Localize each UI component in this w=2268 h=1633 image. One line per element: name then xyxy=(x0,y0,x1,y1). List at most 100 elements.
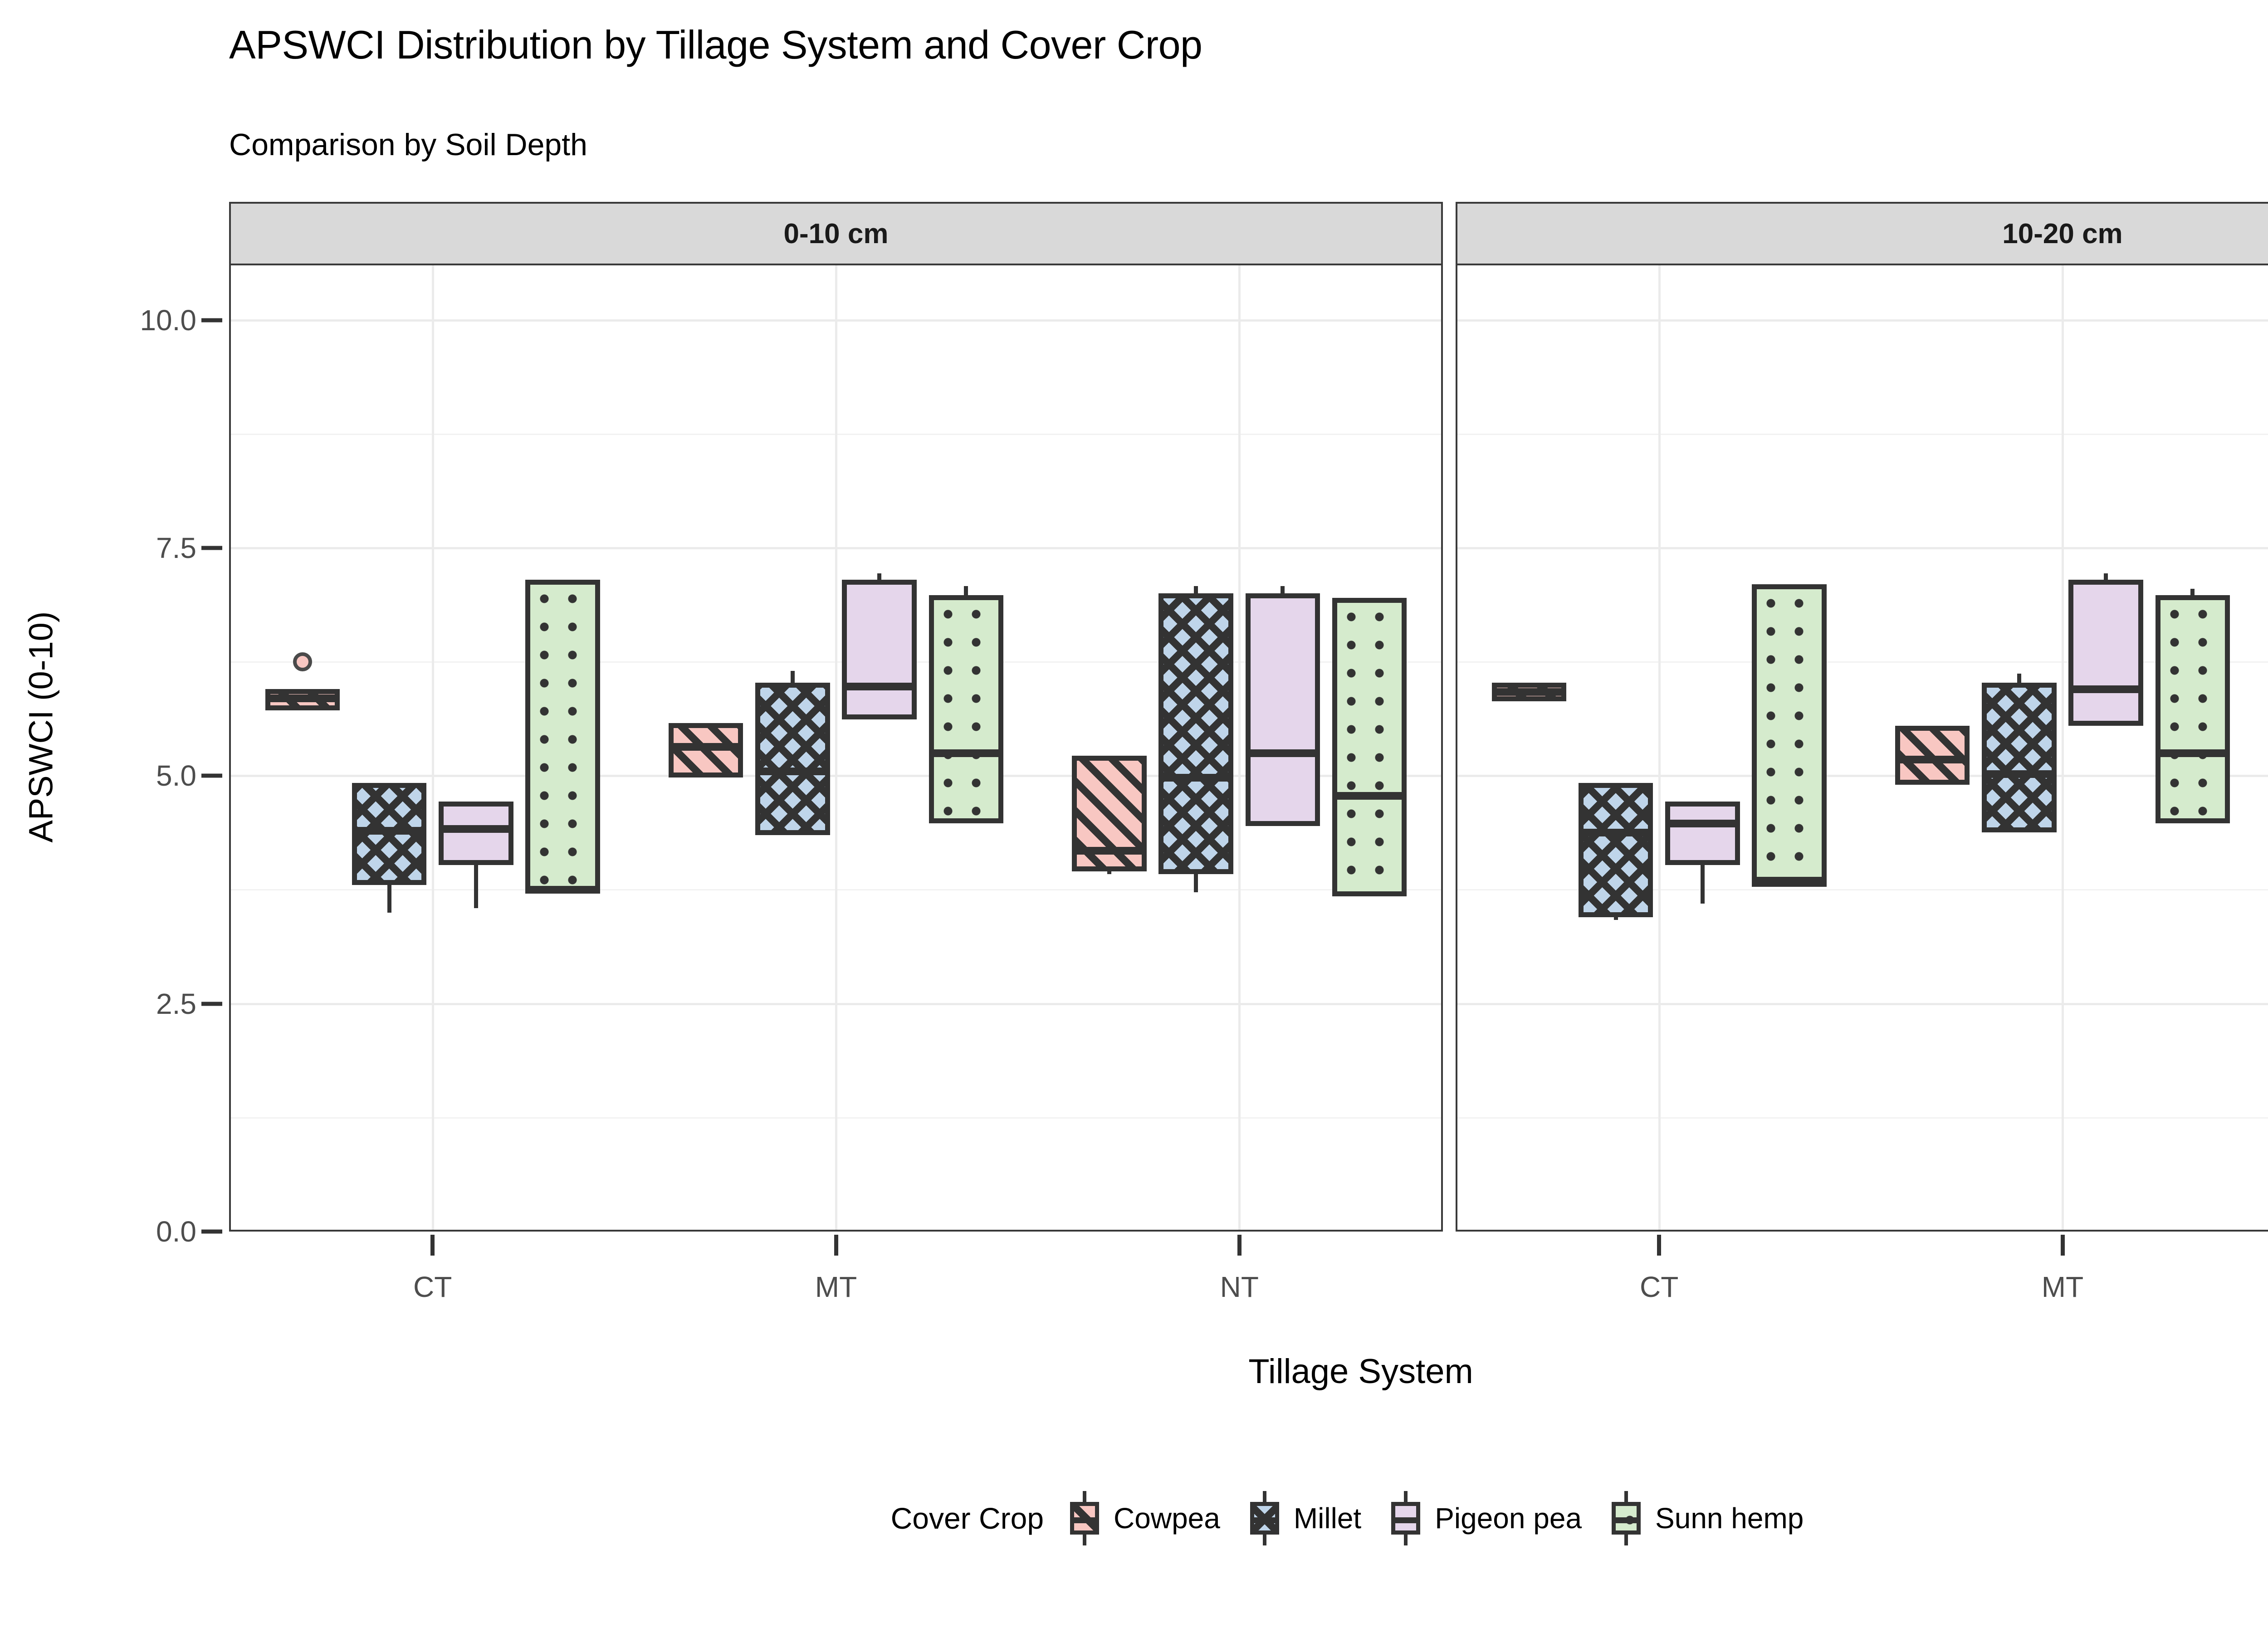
legend-key-swatch xyxy=(1388,1491,1423,1545)
boxplot-cowpea[interactable] xyxy=(1457,265,2268,1230)
median-line xyxy=(1072,847,1147,855)
x-axis-label: Tillage System xyxy=(1248,1352,1473,1391)
facet-panel-10-20cm: 10-20 cm xyxy=(1456,202,2268,1232)
gridline-major xyxy=(1457,319,2268,322)
box-iqr xyxy=(1332,598,1407,896)
boxplot-millet[interactable] xyxy=(1457,265,2268,1230)
whisker-line xyxy=(1787,584,1791,887)
box-iqr xyxy=(1665,801,1740,865)
facet-strip-text: 10-20 cm xyxy=(2002,218,2123,249)
boxplot-cowpea[interactable] xyxy=(1457,265,2268,1230)
median-line xyxy=(842,683,917,691)
legend-label: Millet xyxy=(1293,1502,1362,1535)
whisker-line xyxy=(387,783,391,913)
x-tick-mark xyxy=(1657,1235,1662,1256)
box-iqr xyxy=(1072,756,1147,872)
legend-whisker-bottom xyxy=(1624,1534,1628,1545)
whisker-line xyxy=(2104,573,2108,726)
legend-key-swatch xyxy=(1247,1491,1282,1545)
legend-median xyxy=(1250,1517,1279,1523)
median-line xyxy=(1752,877,1827,885)
box-iqr xyxy=(2155,595,2230,823)
whisker-line xyxy=(560,580,565,893)
facet-strip-label: 10-20 cm xyxy=(1456,202,2268,265)
whisker-line xyxy=(1107,756,1112,875)
legend-whisker-bottom xyxy=(1262,1534,1266,1545)
y-tick-label-5.0: 5.0 xyxy=(156,759,196,792)
legend-label: Cowpea xyxy=(1114,1502,1220,1535)
boxplot-cowpea[interactable] xyxy=(1457,265,2268,1230)
median-line xyxy=(755,768,830,776)
median-line xyxy=(265,694,340,703)
legend-item-cowpea[interactable]: Cowpea xyxy=(1067,1491,1220,1545)
y-tick-mark xyxy=(201,318,222,323)
whisker-line xyxy=(1527,683,1531,701)
gridline-major xyxy=(1457,1231,2268,1232)
boxplot-pigeon-pea[interactable] xyxy=(1457,265,2268,1230)
box-iqr xyxy=(1982,683,2057,832)
gridline-vertical xyxy=(1238,265,1241,1230)
legend-median xyxy=(1612,1517,1641,1523)
box-iqr xyxy=(929,595,1004,823)
whisker-line xyxy=(474,801,478,908)
boxplot-pigeon-pea[interactable] xyxy=(1457,265,2268,1230)
legend-whisker-top xyxy=(1262,1491,1266,1503)
whisker-line xyxy=(2190,589,2195,823)
x-tick-label-mt: MT xyxy=(815,1271,857,1303)
y-tick-mark xyxy=(201,1002,222,1006)
box-iqr xyxy=(755,683,830,835)
median-line xyxy=(1665,819,1740,827)
y-tick-mark xyxy=(201,1229,222,1234)
boxplot-sunn-hemp[interactable] xyxy=(1457,265,2268,1230)
median-line xyxy=(1245,749,1320,758)
y-tick-mark xyxy=(201,773,222,778)
whisker-line xyxy=(1367,598,1372,896)
facet-strip-text: 0-10 cm xyxy=(783,218,889,249)
y-tick-mark xyxy=(201,546,222,550)
y-tick-label-0.0: 0.0 xyxy=(156,1215,196,1248)
gridline-minor xyxy=(1457,889,2268,891)
y-tick-label-2.5: 2.5 xyxy=(156,987,196,1020)
facet-plot-body xyxy=(1456,265,2268,1232)
x-tick-mark xyxy=(430,1235,435,1256)
median-line xyxy=(1895,756,1970,764)
box-iqr xyxy=(1752,584,1827,887)
boxplot-millet[interactable] xyxy=(1457,265,2268,1230)
whisker-line xyxy=(300,689,305,710)
gridline-minor xyxy=(1457,1117,2268,1119)
box-iqr xyxy=(352,783,427,885)
gridline-major xyxy=(231,1231,1441,1232)
legend-item-pigeon-pea[interactable]: Pigeon pea xyxy=(1388,1491,1582,1545)
legend-item-sunn-hemp[interactable]: Sunn hemp xyxy=(1609,1491,1804,1545)
legend-whisker-bottom xyxy=(1083,1534,1087,1545)
box-iqr xyxy=(1158,593,1233,875)
median-line xyxy=(439,825,513,833)
legend-label: Sunn hemp xyxy=(1655,1502,1804,1535)
gridline-vertical xyxy=(431,265,434,1230)
x-tick-label-mt: MT xyxy=(2041,1271,2084,1303)
median-line xyxy=(2155,749,2230,758)
legend-median xyxy=(1070,1517,1100,1523)
gridline-vertical xyxy=(2062,265,2064,1230)
whisker-line xyxy=(704,723,708,778)
whisker-line xyxy=(1613,783,1618,920)
median-line xyxy=(1491,688,1567,696)
whisker-line xyxy=(2017,674,2021,832)
boxplot-sunn-hemp[interactable] xyxy=(1457,265,2268,1230)
facet-plot-body xyxy=(229,265,1443,1232)
legend-item-millet[interactable]: Millet xyxy=(1247,1491,1362,1545)
legend-whisker-bottom xyxy=(1404,1534,1408,1545)
x-tick-mark xyxy=(1237,1235,1242,1256)
legend-whisker-top xyxy=(1083,1491,1087,1503)
box-iqr xyxy=(1578,783,1653,917)
facet-strip-label: 0-10 cm xyxy=(229,202,1443,265)
boxplot-millet[interactable] xyxy=(1457,265,2268,1230)
legend-whisker-top xyxy=(1404,1491,1408,1503)
box-iqr xyxy=(842,580,917,719)
boxplot-pigeon-pea[interactable] xyxy=(1457,265,2268,1230)
gridline-minor xyxy=(1457,433,2268,435)
facet-panel-0-10cm: 0-10 cm xyxy=(229,202,1443,1232)
median-line xyxy=(352,826,427,835)
box-iqr xyxy=(668,723,743,778)
boxplot-sunn-hemp[interactable] xyxy=(1457,265,2268,1230)
